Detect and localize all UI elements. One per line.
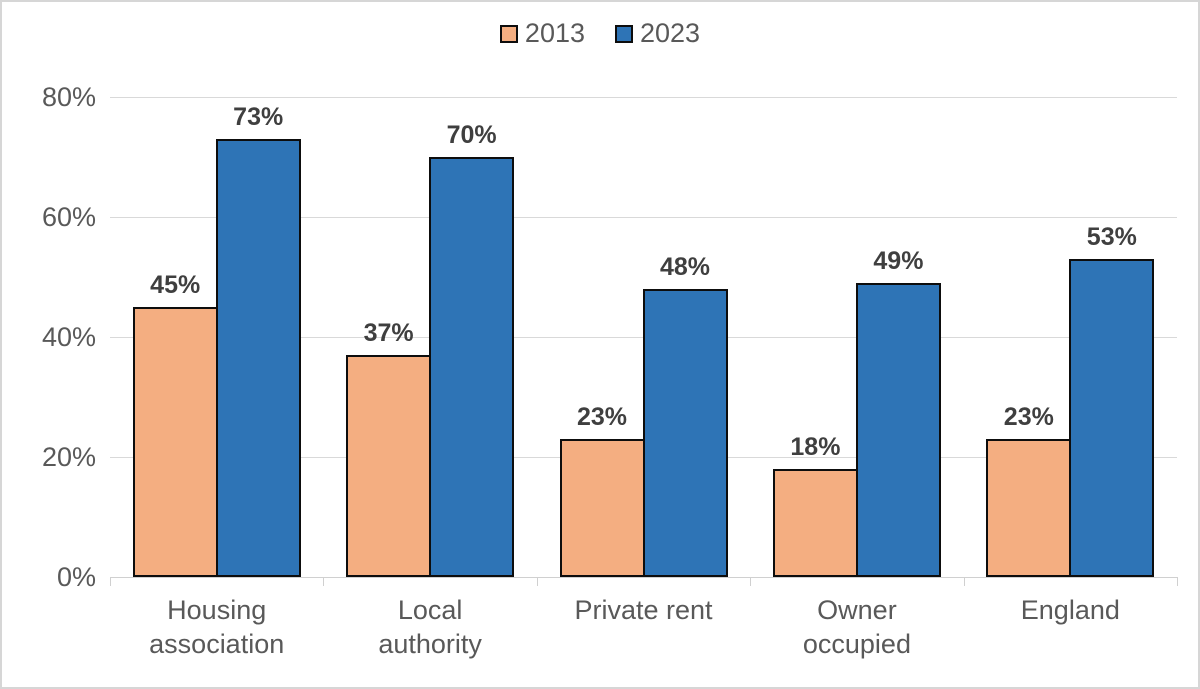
bar-value-label: 18% xyxy=(790,433,841,461)
bar-group: 23% 48% Private rent xyxy=(537,97,750,625)
bar-group: 23% 53% England xyxy=(964,97,1177,625)
category-label: Local authority xyxy=(378,595,482,659)
gridline-80 xyxy=(110,97,1177,98)
x-axis-tick xyxy=(323,577,324,586)
x-axis-tick xyxy=(1177,577,1178,586)
legend-swatch-2013 xyxy=(499,24,518,43)
bar-2023: 70% xyxy=(429,123,515,577)
category-label: Private rent xyxy=(574,595,713,625)
legend-swatch-2023 xyxy=(615,24,633,43)
bar-2013: 23% xyxy=(986,405,1072,577)
bar-2013: 45% xyxy=(132,273,218,577)
x-axis-line xyxy=(110,577,1177,578)
bar-group: 37% 70% Local authority xyxy=(323,97,536,659)
bar-2023: 73% xyxy=(215,105,301,577)
category-label: Owner occupied xyxy=(802,595,911,659)
bar-value-label: 49% xyxy=(873,247,924,275)
legend-label-2013: 2013 xyxy=(524,18,585,48)
category-label: Housing association xyxy=(149,595,285,659)
x-axis-tick xyxy=(750,577,751,586)
bar-2013: 18% xyxy=(772,435,858,577)
bar-value-label: 48% xyxy=(659,253,711,281)
y-axis-label-20: 20% xyxy=(41,442,96,472)
legend-item-2013: 2013 xyxy=(499,18,585,48)
x-axis-tick xyxy=(537,577,538,586)
bar-2023: 48% xyxy=(642,255,728,577)
x-axis-tick xyxy=(964,577,965,586)
bar-2023: 53% xyxy=(1069,225,1155,577)
x-axis-tick xyxy=(110,577,111,586)
bar-group: 18% 49% Owner occupied xyxy=(750,97,963,659)
gridline-60 xyxy=(110,217,1177,218)
bar-value-label: 23% xyxy=(576,403,628,431)
bar-value-label: 70% xyxy=(446,121,497,149)
bar-2013: 23% xyxy=(559,405,645,577)
y-axis-label-60: 60% xyxy=(41,202,96,232)
legend-item-2023: 2023 xyxy=(615,20,700,47)
category-label: England xyxy=(1020,595,1120,625)
bar-groups: 45% 73% Housing association 37% 70% Local aut… xyxy=(110,97,1177,659)
bar-2023: 49% xyxy=(855,249,941,577)
bar-value-label: 37% xyxy=(363,319,414,347)
y-axis-label-80: 80% xyxy=(41,82,96,112)
bar-value-label: 45% xyxy=(150,271,201,299)
bar-value-label: 53% xyxy=(1086,223,1137,251)
bar-value-label: 73% xyxy=(233,103,284,131)
chart-legend: 2013 2023 xyxy=(2,20,1198,47)
y-axis-label-0: 0% xyxy=(56,562,96,592)
bar-group: 45% 73% Housing association xyxy=(110,97,323,659)
bar-2013: 37% xyxy=(346,321,432,577)
y-axis-label-40: 40% xyxy=(41,322,96,352)
plot-area: 45% 73% Housing association 37% 70% Local aut… xyxy=(110,97,1178,659)
bar-value-label: 23% xyxy=(1003,403,1054,431)
legend-label-2023: 2023 xyxy=(640,18,701,48)
